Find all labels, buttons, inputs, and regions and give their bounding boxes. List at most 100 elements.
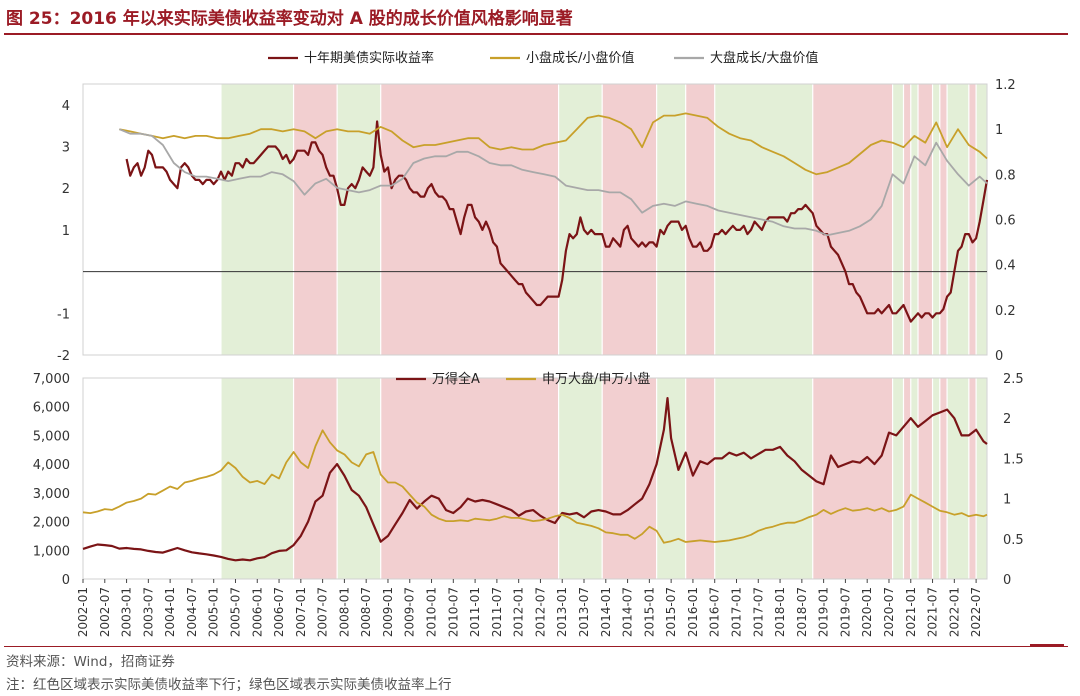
x-tick-label: 2022-07	[969, 587, 983, 637]
lower-legend-label: 万得全A	[432, 371, 480, 387]
red-region-1-5	[602, 84, 657, 355]
x-tick-label: 2004-07	[185, 587, 199, 637]
red-region-1-3	[381, 84, 558, 355]
x-tick-label: 2007-01	[294, 587, 308, 637]
lower-left-tick-label: 2,000	[33, 516, 70, 531]
x-tick-label: 2008-07	[359, 587, 373, 637]
x-tick-label: 2015-07	[664, 587, 678, 637]
upper-right-tick-label: 0.8	[995, 168, 1016, 183]
x-tick-label: 2013-07	[577, 587, 591, 637]
x-tick-label: 2002-01	[76, 587, 90, 637]
upper-right-tick-label: 0.2	[995, 304, 1016, 319]
plot-frame-1	[82, 83, 988, 356]
red-region-2-5	[602, 378, 657, 579]
lower-series-line-2	[82, 429, 988, 544]
red-region-2-3	[381, 378, 558, 579]
x-tick-label: 2022-01	[947, 587, 961, 637]
green-region-1-18	[976, 84, 987, 355]
red-region-2-9	[813, 378, 893, 579]
x-axis-labels: 2002-01 2002-07 2003-01 2003-07 2004-01 2004-…	[76, 579, 983, 637]
upper-right-tick-label: 0	[995, 349, 1003, 364]
upper-legend-label: 小盘成长/小盘价值	[526, 50, 634, 66]
x-tick-label: 2018-01	[773, 587, 787, 637]
red-region-1-13	[918, 84, 932, 355]
axes-layer: 4 3 2 1 -1 -2 1.2 1 0.8 0.6 0.4 0.2 0 7,000 6,000 5,000…	[33, 78, 1024, 588]
x-tick-label: 2011-01	[468, 587, 482, 637]
x-tick-label: 2019-07	[838, 587, 852, 637]
x-tick-label: 2003-01	[120, 587, 134, 637]
lower-legend-label: 申万大盘/申万小盘	[542, 371, 650, 387]
x-tick-label: 2003-07	[141, 587, 155, 637]
lower-series-line-1	[82, 397, 988, 562]
x-tick-label: 2018-07	[795, 587, 809, 637]
lower-left-tick-label: 4,000	[33, 458, 70, 473]
upper-right-tick-label: 1	[995, 123, 1003, 138]
shading-layer	[221, 84, 987, 579]
lower-left-tick-label: 1,000	[33, 544, 70, 559]
red-region-2-15	[940, 378, 947, 579]
upper-left-tick-label: -1	[57, 307, 70, 322]
green-region-2-4	[559, 378, 602, 579]
red-region-1-15	[940, 84, 947, 355]
x-tick-label: 2017-07	[751, 587, 765, 637]
x-tick-label: 2009-01	[381, 587, 395, 637]
x-tick-label: 2006-07	[272, 587, 286, 637]
figure-title: 图 25：2016 年以来实际美债收益率变动对 A 股的成长价值风格影响显著	[6, 9, 573, 29]
green-region-2-14	[933, 378, 940, 579]
upper-legend-label: 十年期美债实际收益率	[304, 50, 434, 66]
x-tick-label: 2014-01	[599, 587, 613, 637]
x-tick-label: 2010-07	[446, 587, 460, 637]
x-tick-label: 2012-01	[512, 587, 526, 637]
red-region-2-7	[686, 378, 715, 579]
x-tick-label: 2013-01	[555, 587, 569, 637]
series-layer	[82, 112, 989, 562]
footnote: 注：红色区域表示实际美债收益率下行；绿色区域表示实际美债收益率上行	[6, 677, 452, 693]
x-tick-label: 2021-07	[926, 587, 940, 637]
upper-right-tick-label: 0.4	[995, 259, 1016, 274]
x-tick-label: 2007-07	[316, 587, 330, 637]
lower-right-tick-label: 0.5	[1003, 533, 1024, 548]
x-tick-label: 2011-07	[490, 587, 504, 637]
upper-left-tick-label: 1	[62, 224, 70, 239]
x-tick-label: 2010-01	[425, 587, 439, 637]
green-region-2-6	[657, 378, 686, 579]
green-region-1-10	[893, 84, 903, 355]
lower-right-tick-label: 1.5	[1003, 452, 1024, 467]
x-tick-label: 2014-07	[621, 587, 635, 637]
upper-left-tick-label: 2	[62, 182, 70, 197]
x-tick-label: 2009-07	[403, 587, 417, 637]
title-rule	[4, 33, 1068, 35]
lower-left-tick-label: 5,000	[33, 429, 70, 444]
upper-series-line-2	[119, 112, 988, 176]
upper-right-tick-label: 1.2	[995, 78, 1016, 93]
red-region-1-11	[904, 84, 911, 355]
lower-right-tick-label: 1	[1003, 493, 1011, 508]
upper-right-tick-label: 0.6	[995, 214, 1016, 229]
green-region-1-0	[221, 84, 293, 355]
green-region-2-10	[893, 378, 903, 579]
red-region-1-9	[813, 84, 893, 355]
x-tick-label: 2004-01	[163, 587, 177, 637]
lower-left-tick-label: 7,000	[33, 372, 70, 387]
x-tick-label: 2006-01	[250, 587, 264, 637]
x-tick-label: 2017-01	[729, 587, 743, 637]
lower-right-tick-label: 2.5	[1003, 372, 1024, 387]
red-region-2-17	[969, 378, 976, 579]
red-region-2-11	[904, 378, 911, 579]
x-tick-label: 2021-01	[904, 587, 918, 637]
upper-left-tick-label: 4	[62, 99, 70, 114]
lower-left-tick-label: 0	[62, 573, 70, 588]
upper-series-line-1	[125, 120, 989, 323]
upper-legend-label: 大盘成长/大盘价值	[710, 50, 818, 66]
x-tick-label: 2002-07	[98, 587, 112, 637]
lower-right-tick-label: 2	[1003, 412, 1011, 427]
green-region-1-12	[911, 84, 918, 355]
green-region-1-14	[933, 84, 940, 355]
x-tick-label: 2020-01	[860, 587, 874, 637]
x-tick-label: 2005-07	[228, 587, 242, 637]
x-tick-label: 2005-01	[207, 587, 221, 637]
upper-series-line-3	[118, 128, 988, 237]
green-region-2-18	[976, 378, 987, 579]
